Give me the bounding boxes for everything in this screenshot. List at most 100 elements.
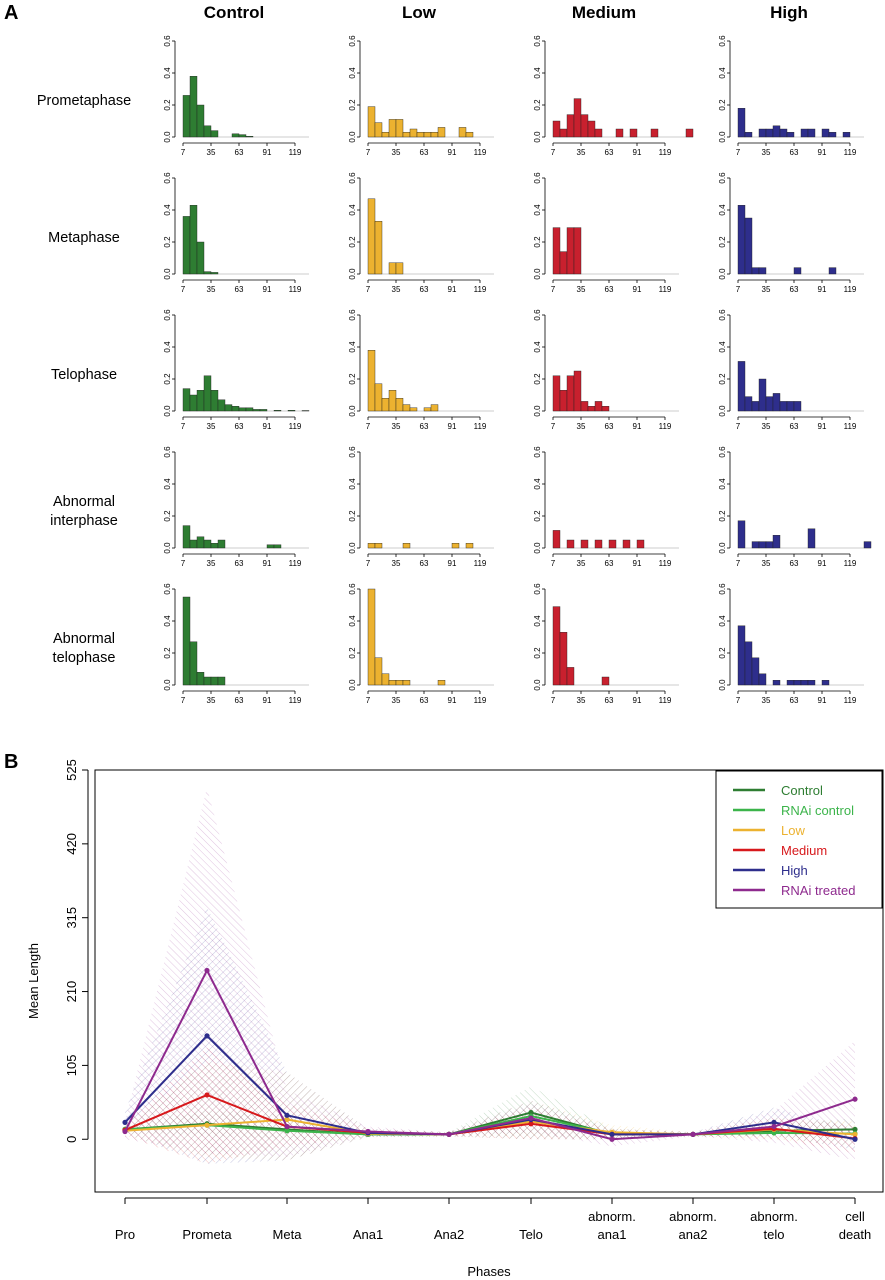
series-point-rnai-treated <box>446 1131 452 1137</box>
x-tick-label: telo <box>764 1227 785 1242</box>
series-point-rnai-treated <box>609 1136 615 1142</box>
histogram-bar <box>189 539 198 549</box>
y-tick-label: 0.0 <box>718 268 727 280</box>
histogram-bar <box>608 539 617 549</box>
y-tick-label: 0.2 <box>718 99 727 111</box>
histogram-bar <box>189 75 198 138</box>
series-point-high <box>771 1119 777 1125</box>
histogram-bar <box>559 251 568 275</box>
histogram-bar <box>451 543 460 549</box>
histogram-bar <box>388 119 397 138</box>
histogram-bar <box>203 676 212 686</box>
histogram-bar <box>594 539 603 549</box>
x-tick-label: 35 <box>577 422 586 431</box>
histogram-bar <box>566 539 575 549</box>
histogram-bar <box>287 410 296 412</box>
histogram-bar <box>182 525 191 549</box>
y-tick-label: 0.0 <box>163 131 172 143</box>
y-tick-label: 0.4 <box>533 341 542 353</box>
histogram-bar <box>381 398 390 412</box>
histogram-panel: 0.0 0.2 0.4 0.6 7 35 63 91 119 <box>163 35 309 157</box>
histogram-bar <box>786 401 795 412</box>
histogram-bar <box>189 204 198 275</box>
row-title: Abnormal <box>53 494 115 510</box>
y-tick-label: 0.2 <box>533 510 542 522</box>
y-tick-label: 0.2 <box>163 99 172 111</box>
x-tick-label: 63 <box>420 559 429 568</box>
histogram-bar <box>636 539 645 549</box>
y-tick-label: 0.4 <box>163 204 172 216</box>
histogram-bar <box>615 128 624 138</box>
y-tick-label: 0.4 <box>348 341 357 353</box>
histogram-bar <box>196 104 205 138</box>
histogram-bar <box>388 262 397 275</box>
histogram-bar <box>601 406 610 412</box>
y-tick-label: 0.6 <box>163 446 172 458</box>
histogram-bar <box>807 128 816 138</box>
series-point-rnai-treated <box>852 1096 858 1102</box>
y-tick-label: 0.4 <box>163 341 172 353</box>
histogram-bar <box>388 680 397 686</box>
x-tick-label: 7 <box>366 285 371 294</box>
x-tick-label: 119 <box>474 559 487 568</box>
y-tick-label: 0.6 <box>718 583 727 595</box>
y-tick-label: 0.2 <box>163 647 172 659</box>
y-tick-label: 0.6 <box>163 35 172 47</box>
histogram-panel: 0.0 0.2 0.4 0.6 7 35 63 91 119 <box>163 583 309 705</box>
y-tick-label: 0.6 <box>163 583 172 595</box>
histogram-bar <box>559 632 568 686</box>
series-point-low <box>204 1122 210 1128</box>
x-tick-label: 7 <box>366 696 371 705</box>
y-tick-label: 105 <box>64 1055 79 1077</box>
y-tick-label: 0.6 <box>163 172 172 184</box>
histogram-bar <box>437 680 446 686</box>
x-tick-label: 63 <box>235 422 244 431</box>
histogram-panel: 0.0 0.2 0.4 0.6 7 35 63 91 119 <box>533 172 679 294</box>
series-point-high <box>609 1131 615 1137</box>
x-tick-label: 35 <box>577 559 586 568</box>
histogram-bar <box>245 135 254 138</box>
histogram-bar <box>388 390 397 412</box>
x-tick-label: 119 <box>289 559 302 568</box>
column-title: Medium <box>572 3 636 22</box>
series-point-high <box>204 1033 210 1039</box>
histogram-panel: 0.0 0.2 0.4 0.6 7 35 63 91 119 <box>163 446 309 568</box>
histogram-panel: 0.0 0.2 0.4 0.6 7 35 63 91 119 <box>348 172 494 294</box>
x-tick-label: 7 <box>551 559 556 568</box>
y-axis-label: Mean Length <box>26 943 41 1019</box>
column-titles: Control Low Medium High <box>204 3 808 22</box>
y-tick-label: 0.0 <box>348 131 357 143</box>
y-tick-label: 0.0 <box>348 542 357 554</box>
histogram-bar <box>402 680 411 686</box>
x-tick-label: 7 <box>181 559 186 568</box>
histogram-bar <box>800 128 809 138</box>
histogram-bar <box>395 119 404 138</box>
histogram-bar <box>381 131 390 138</box>
x-tick-label: 91 <box>263 696 272 705</box>
histogram-bar <box>573 227 582 275</box>
histogram-bar <box>807 680 816 686</box>
histogram-panel: 0.0 0.2 0.4 0.6 7 35 63 91 119 <box>718 309 864 431</box>
y-tick-label: 0.2 <box>533 236 542 248</box>
histogram-bar <box>552 530 561 549</box>
x-tick-label: 119 <box>474 422 487 431</box>
histogram-bar <box>622 539 631 549</box>
x-tick-label: 119 <box>844 285 857 294</box>
x-tick-label: 63 <box>790 285 799 294</box>
histogram-bar <box>580 114 589 138</box>
y-tick-label: 0.6 <box>348 35 357 47</box>
histogram-bar <box>800 680 809 686</box>
x-tick-label: 91 <box>633 696 642 705</box>
legend-label: Medium <box>781 843 827 858</box>
y-tick-label: 0.0 <box>718 679 727 691</box>
x-tick-label: ana2 <box>679 1227 708 1242</box>
x-tick-label: Prometa <box>182 1227 232 1242</box>
x-tick-label: 119 <box>844 148 857 157</box>
x-tick-label: 91 <box>818 422 827 431</box>
y-tick-label: 0.6 <box>533 446 542 458</box>
histogram-panel: 0.0 0.2 0.4 0.6 7 35 63 91 119 <box>718 446 872 568</box>
x-tick-label: 7 <box>181 148 186 157</box>
series-point-medium <box>528 1121 534 1127</box>
legend-label: High <box>781 863 808 878</box>
